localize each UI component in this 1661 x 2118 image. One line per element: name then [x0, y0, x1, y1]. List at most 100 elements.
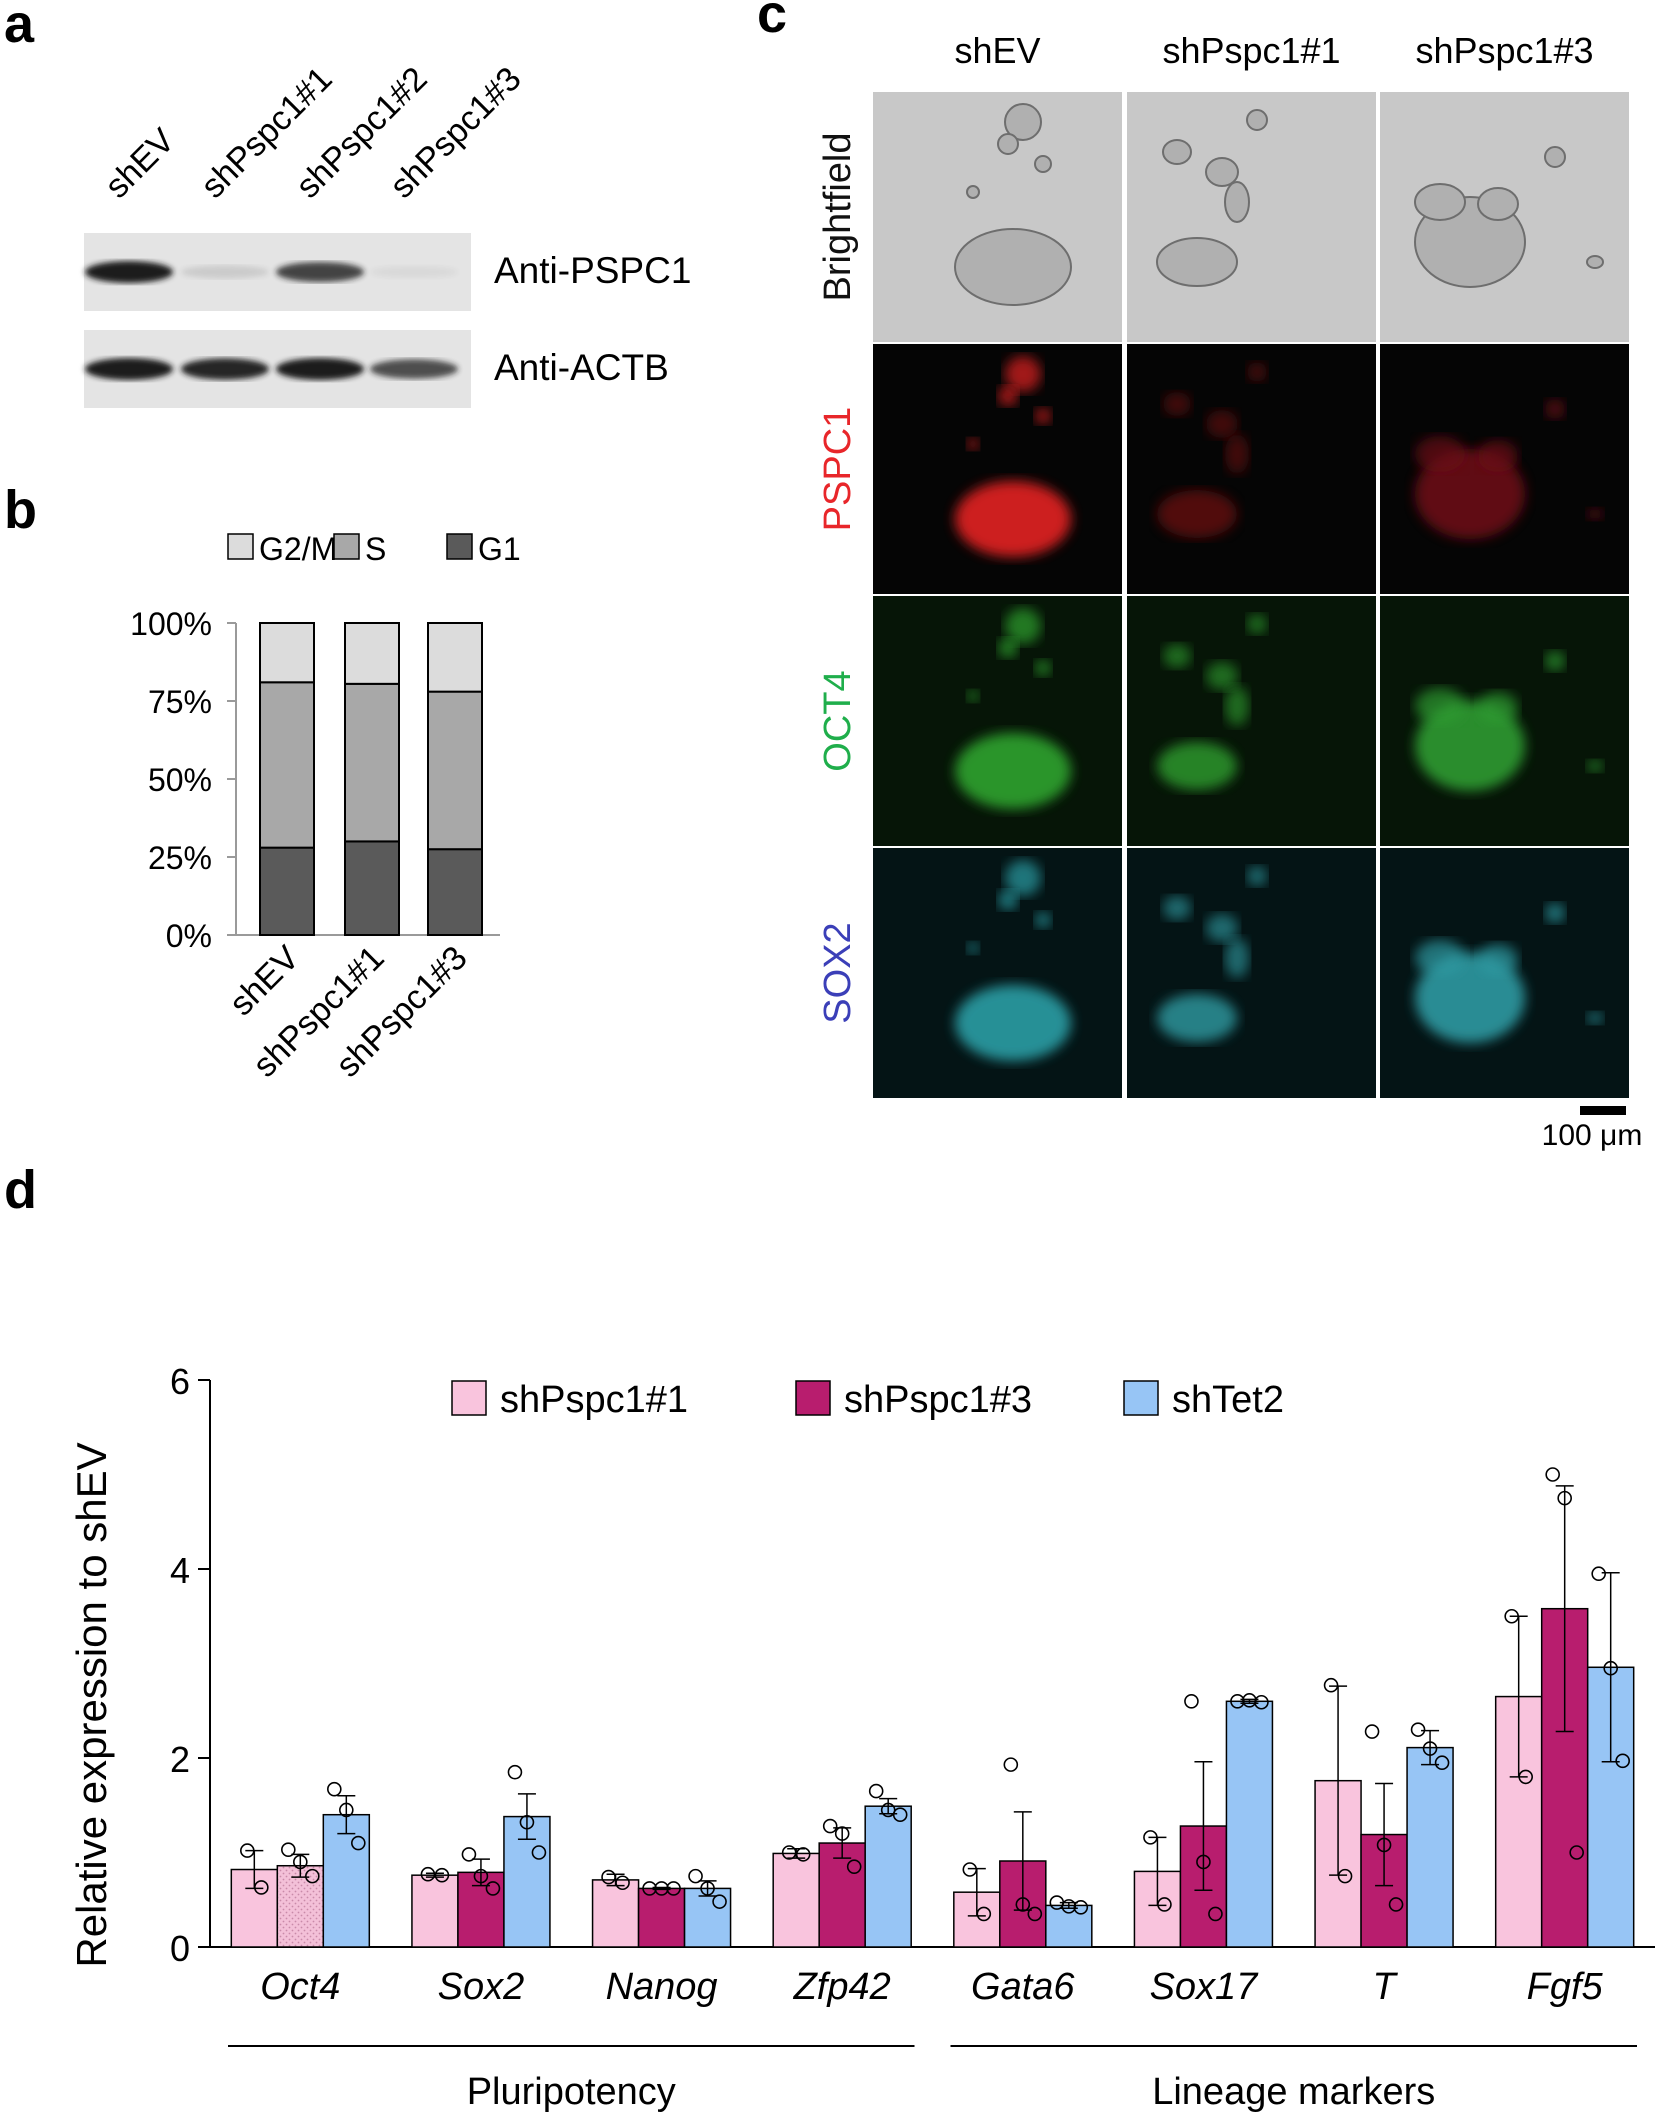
c-cell-signal	[1247, 614, 1267, 634]
b-y-tick-label: 75%	[148, 684, 212, 720]
c-cell-signal	[1005, 608, 1041, 644]
d-data-point	[1557, 1490, 1572, 1506]
blot-band	[85, 358, 173, 380]
c-cell-signal	[1478, 944, 1518, 976]
c-cell-signal	[1157, 994, 1237, 1042]
d-y-tick-label: 6	[170, 1361, 190, 1402]
b-legend-swatch-g2-m	[227, 533, 254, 560]
c-cell-cluster	[1586, 255, 1604, 269]
d-data-point	[473, 1868, 489, 1884]
d-data-point	[615, 1875, 630, 1891]
d-data-point	[868, 1783, 884, 1799]
d-data-point	[834, 1826, 850, 1841]
c-cell-cluster	[1246, 109, 1268, 131]
c-cell-signal	[1163, 896, 1191, 920]
d-data-point	[327, 1781, 342, 1797]
d-data-point	[1027, 1906, 1043, 1922]
c-image-oct4-shev	[873, 596, 1122, 846]
c-cell-signal	[1587, 508, 1603, 520]
c-cell-signal	[1163, 644, 1191, 668]
d-data-point	[1157, 1897, 1172, 1912]
d-x-label-sox17: Sox17	[1150, 1966, 1260, 2008]
d-y-tick-label: 0	[170, 1928, 190, 1969]
c-row-label-sox2: SOX2	[817, 922, 859, 1023]
c-cell-signal	[1247, 362, 1267, 382]
d-data-point	[293, 1854, 308, 1870]
c-image-sox2-shev	[873, 848, 1122, 1098]
blot-label-anti-pspc1: Anti-PSPC1	[494, 250, 691, 291]
c-cell-cluster	[954, 228, 1072, 306]
d-x-label-gata6: Gata6	[971, 1966, 1075, 2008]
d-bar-oct4-shpspc1-3	[276, 1864, 325, 1948]
c-row-label-oct4: OCT4	[817, 670, 859, 771]
b-legend-label-g2-m: G2/M	[259, 531, 337, 567]
d-data-point	[1015, 1897, 1031, 1912]
d-data-point	[846, 1859, 862, 1874]
c-cell-signal	[1157, 742, 1237, 790]
blot-band	[276, 262, 364, 282]
c-cell-signal	[1163, 392, 1191, 416]
d-bar-nanog-shpspc1-3	[637, 1887, 686, 1948]
d-data-point	[1569, 1845, 1584, 1860]
d-data-point	[531, 1845, 547, 1860]
d-x-label-oct4: Oct4	[260, 1966, 340, 2008]
d-group-label-lineage-markers: Lineage markers	[1152, 2071, 1435, 2113]
d-data-point	[1337, 1868, 1353, 1884]
panel-b: b G2/M S G1 0%25%50%75%100% shEVshPspc1#1s…	[4, 480, 521, 1085]
d-y-tick-label: 4	[170, 1550, 190, 1591]
panel-c-label: c	[757, 0, 787, 44]
b-y-tick-label: 100%	[130, 606, 212, 642]
blot-band	[85, 261, 173, 283]
d-legend-label-shtet2: shTet2	[1172, 1379, 1284, 1421]
c-cell-signal	[998, 890, 1018, 910]
d-data-point	[507, 1764, 523, 1780]
c-cell-signal	[1247, 866, 1267, 886]
c-cell-cluster	[1544, 146, 1566, 168]
c-cell-signal	[998, 638, 1018, 658]
b-bar-shev-s	[259, 681, 315, 849]
b-bar-shev-g1	[259, 846, 315, 937]
d-data-point	[1323, 1677, 1339, 1693]
d-data-point	[666, 1881, 681, 1896]
c-cell-signal	[1005, 356, 1041, 392]
d-data-point	[700, 1881, 715, 1896]
scale-bar-label: 100 μm	[1542, 1119, 1643, 1152]
b-legend-label-g1: G1	[478, 531, 521, 567]
d-bar-sox17-shtet2	[1225, 1700, 1274, 1948]
d-data-point	[1230, 1694, 1245, 1709]
d-data-point	[339, 1802, 354, 1818]
d-data-point	[601, 1869, 616, 1885]
b-y-tick-label: 0%	[166, 918, 212, 954]
c-cell-signal	[1206, 410, 1238, 438]
c-column-header-shpspc1-1: shPspc1#1	[1162, 30, 1340, 71]
d-data-point	[1518, 1769, 1533, 1785]
d-data-point	[305, 1868, 320, 1884]
d-data-point	[1615, 1753, 1630, 1769]
c-cell-signal	[1545, 903, 1565, 923]
d-data-point	[822, 1818, 838, 1834]
c-cell-signal	[1478, 692, 1518, 724]
d-data-point	[1545, 1467, 1560, 1482]
d-data-point	[1591, 1566, 1606, 1582]
d-y-axis-label: Relative expression to shEV	[68, 1442, 115, 1967]
panel-d: d Relative expression to shEV shPspc1#1 s…	[4, 1160, 1655, 2113]
d-legend-swatch-shtet2	[1123, 1380, 1159, 1416]
scale-bar	[1580, 1106, 1626, 1115]
d-bar-t-shtet2	[1406, 1746, 1454, 1948]
c-cell-signal	[967, 690, 979, 702]
c-cell-cluster	[966, 185, 980, 199]
d-data-point	[254, 1880, 269, 1895]
d-bar-zfp42-shpspc1-1	[772, 1852, 820, 1948]
d-bar-oct4-shtet2	[322, 1813, 371, 1948]
d-data-point	[1422, 1741, 1438, 1756]
b-legend-label-s: S	[365, 531, 386, 567]
blot-label-anti-actb: Anti-ACTB	[494, 347, 669, 388]
d-legend-label-shpspc1-3: shPspc1#3	[844, 1379, 1032, 1421]
d-data-point	[712, 1894, 727, 1909]
d-bar-nanog-shtet2	[683, 1887, 732, 1948]
b-y-tick-label: 25%	[148, 840, 212, 876]
d-data-point	[1143, 1830, 1158, 1845]
panel-b-label: b	[4, 480, 37, 540]
c-image-bg	[873, 596, 1122, 846]
d-data-point	[281, 1842, 296, 1857]
